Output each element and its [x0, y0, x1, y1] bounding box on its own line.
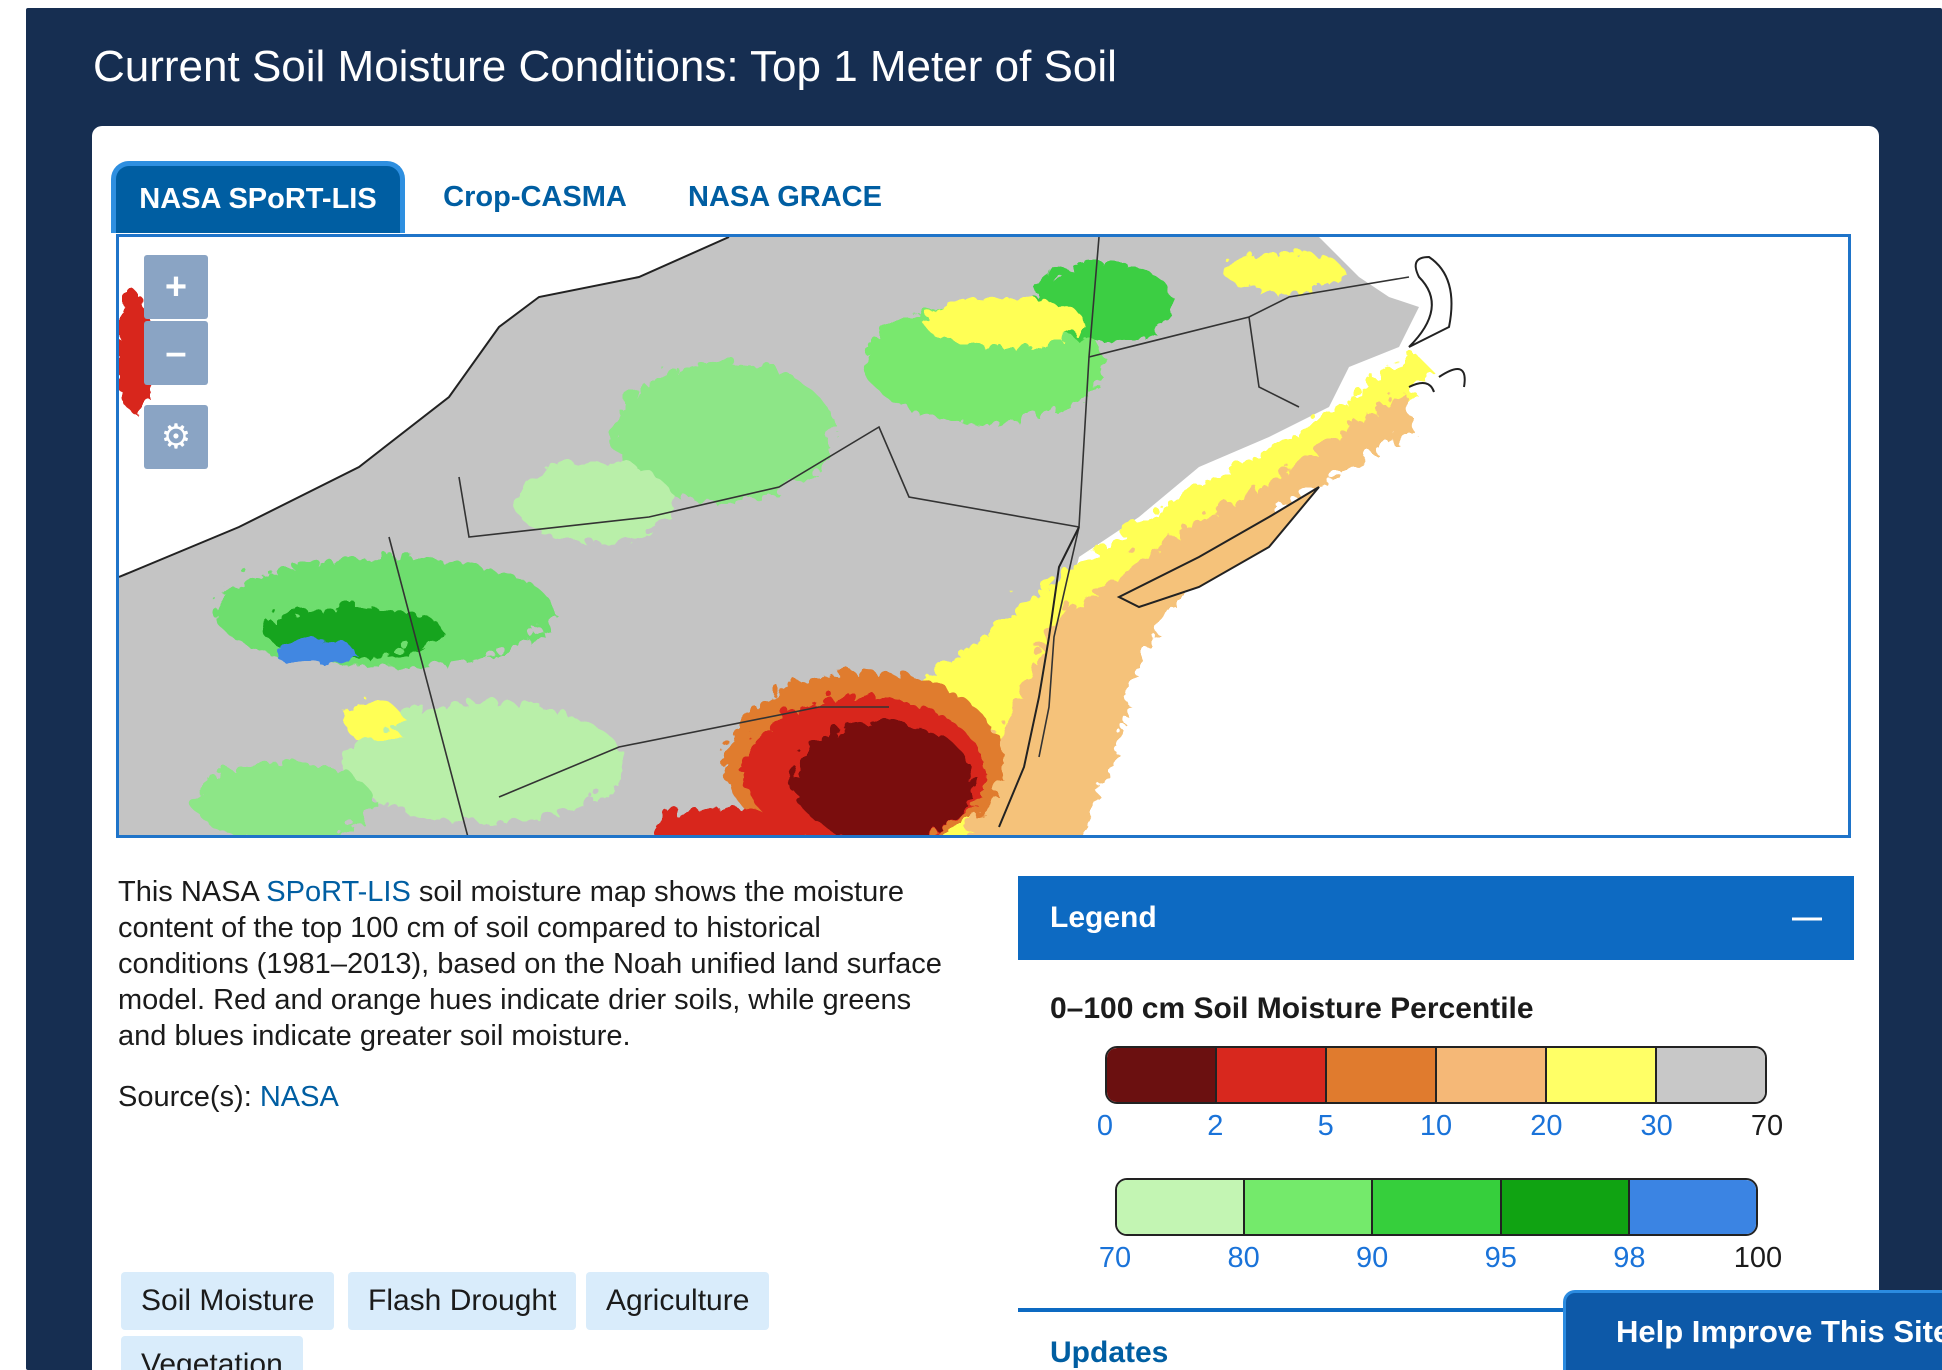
content-card: NASA SPoRT-LIS Crop-CASMA NASA GRACE: [92, 126, 1879, 1370]
legend-tick-label: 70: [1750, 1110, 1784, 1142]
gear-download-icon: ⚙: [160, 418, 192, 456]
legend-tick-label: 90: [1356, 1242, 1389, 1274]
source-label: Source(s):: [118, 1081, 260, 1113]
dry-scale-swatch: [1657, 1048, 1765, 1102]
legend-tick-label: 95: [1484, 1242, 1517, 1274]
legend-tick-label: 5: [1317, 1110, 1334, 1142]
tab-nasa-grace[interactable]: NASA GRACE: [688, 180, 882, 213]
help-improve-button[interactable]: Help Improve This Site: [1563, 1290, 1942, 1370]
soil-moisture-map[interactable]: + – ⚙: [116, 234, 1851, 838]
map-description: This NASA SPoRT-LIS soil moisture map sh…: [118, 874, 948, 1054]
updates-heading[interactable]: Updates: [1050, 1336, 1169, 1369]
legend-tick-label: 98: [1613, 1242, 1646, 1274]
zoom-in-button[interactable]: +: [144, 255, 208, 319]
tag-agriculture[interactable]: Agriculture: [586, 1272, 770, 1330]
wet-scale-swatch: [1245, 1180, 1374, 1234]
wet-color-scale: [1115, 1178, 1758, 1236]
legend-tick-label: 10: [1419, 1110, 1453, 1142]
tab-crop-casma[interactable]: Crop-CASMA: [443, 180, 627, 213]
wet-scale-swatch: [1117, 1180, 1246, 1234]
sport-lis-link[interactable]: SPoRT-LIS: [266, 876, 411, 908]
source-line: Source(s): NASA: [118, 1081, 339, 1114]
legend-tick-label: 30: [1640, 1110, 1673, 1142]
dry-scale-swatch: [1217, 1048, 1327, 1102]
dry-scale-swatch: [1547, 1048, 1657, 1102]
wet-scale-swatch: [1501, 1180, 1630, 1234]
collapse-icon: —: [1792, 901, 1822, 934]
tab-nasa-sport-lis[interactable]: NASA SPoRT-LIS: [111, 161, 405, 233]
dry-scale-swatch: [1107, 1048, 1217, 1102]
map-image: [119, 237, 1848, 835]
description-text: soil moisture map shows the moisture con…: [118, 876, 942, 1052]
legend-tick-label: 70: [1098, 1242, 1132, 1274]
tag-flash-drought[interactable]: Flash Drought: [348, 1272, 577, 1330]
source-nasa-link[interactable]: NASA: [259, 1081, 339, 1113]
wet-scale-swatch: [1373, 1180, 1502, 1234]
tag-soil-moisture[interactable]: Soil Moisture: [121, 1272, 335, 1330]
legend-tick-label: 100: [1733, 1242, 1783, 1274]
wet-scale-swatch: [1629, 1180, 1756, 1234]
download-map-button[interactable]: ⚙: [144, 405, 208, 469]
legend-tick-label: 80: [1227, 1242, 1260, 1274]
legend-title: 0–100 cm Soil Moisture Percentile: [1050, 992, 1534, 1025]
dry-scale-swatch: [1437, 1048, 1547, 1102]
legend-tick-label: 2: [1207, 1110, 1224, 1142]
updates-divider: [1018, 1308, 1854, 1312]
legend-toggle[interactable]: Legend —: [1018, 876, 1854, 960]
tag-vegetation[interactable]: Vegetation: [121, 1336, 303, 1370]
dry-scale-swatch: [1327, 1048, 1437, 1102]
legend-header: Legend: [1050, 901, 1157, 934]
zoom-out-button[interactable]: –: [144, 321, 208, 385]
legend-tick-label: 0: [1096, 1110, 1114, 1142]
description-text-prefix: This NASA: [118, 876, 267, 908]
dry-color-scale: [1105, 1046, 1767, 1104]
page-title: Current Soil Moisture Conditions: Top 1 …: [93, 42, 1117, 91]
legend-tick-label: 20: [1530, 1110, 1563, 1142]
